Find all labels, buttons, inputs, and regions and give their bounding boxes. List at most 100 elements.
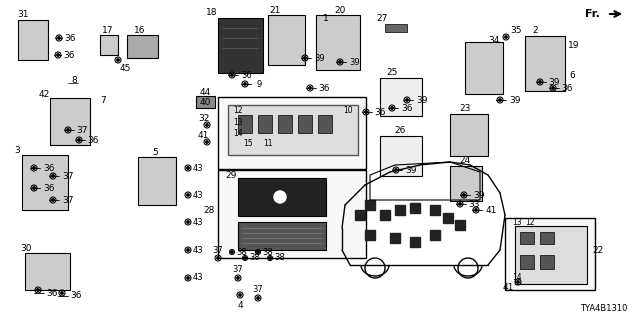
Bar <box>355 210 365 220</box>
Text: 45: 45 <box>119 63 131 73</box>
Text: 36: 36 <box>46 289 58 298</box>
Bar <box>318 115 332 133</box>
Text: 11: 11 <box>263 139 273 148</box>
Bar <box>238 222 326 250</box>
Text: 4: 4 <box>237 300 243 309</box>
Polygon shape <box>316 15 360 70</box>
Text: 35: 35 <box>510 26 522 35</box>
Text: 39: 39 <box>349 58 360 67</box>
Circle shape <box>67 129 69 131</box>
Polygon shape <box>25 253 70 290</box>
Text: 39: 39 <box>315 53 325 62</box>
Bar <box>450 114 488 156</box>
Polygon shape <box>196 96 215 108</box>
Text: 38: 38 <box>262 247 273 257</box>
Text: 36: 36 <box>70 292 82 300</box>
Polygon shape <box>228 105 358 155</box>
Circle shape <box>187 167 189 169</box>
Text: 5: 5 <box>152 148 158 156</box>
Polygon shape <box>268 15 305 65</box>
Circle shape <box>539 81 541 83</box>
Circle shape <box>475 209 477 211</box>
Text: 17: 17 <box>102 26 114 35</box>
Text: 37: 37 <box>232 266 243 275</box>
Text: TYA4B1310: TYA4B1310 <box>580 304 627 313</box>
Circle shape <box>244 257 246 259</box>
Circle shape <box>217 257 220 259</box>
Circle shape <box>187 194 189 196</box>
Text: 36: 36 <box>64 34 76 43</box>
Bar <box>385 24 407 32</box>
Bar <box>410 237 420 247</box>
Polygon shape <box>50 98 90 145</box>
Text: 38: 38 <box>250 253 260 262</box>
Text: 42: 42 <box>38 90 50 99</box>
Circle shape <box>57 54 60 56</box>
Circle shape <box>463 194 465 196</box>
Text: 30: 30 <box>20 244 31 252</box>
Text: 37: 37 <box>62 196 74 204</box>
Text: 43: 43 <box>193 218 204 227</box>
Text: 39: 39 <box>509 95 521 105</box>
Text: 9: 9 <box>257 79 262 89</box>
Bar <box>365 200 375 210</box>
Text: 36: 36 <box>561 84 573 92</box>
Circle shape <box>459 203 461 205</box>
Bar <box>395 205 405 215</box>
Bar <box>465 42 503 94</box>
Text: 37: 37 <box>62 172 74 180</box>
Circle shape <box>517 281 519 283</box>
Bar <box>380 78 422 116</box>
Circle shape <box>231 74 233 76</box>
Text: Fr.: Fr. <box>585 9 600 19</box>
Text: 13: 13 <box>233 117 243 126</box>
Polygon shape <box>22 155 68 210</box>
Circle shape <box>499 99 501 101</box>
Text: 41: 41 <box>485 205 497 214</box>
Bar <box>218 97 366 169</box>
Circle shape <box>391 107 393 109</box>
Text: 31: 31 <box>17 10 29 19</box>
Text: 34: 34 <box>488 36 500 44</box>
Text: 36: 36 <box>374 108 386 116</box>
Circle shape <box>33 187 35 189</box>
Text: 15: 15 <box>243 139 253 148</box>
Circle shape <box>206 141 208 143</box>
Text: 39: 39 <box>416 95 428 105</box>
Text: 10: 10 <box>343 106 353 115</box>
Bar <box>505 218 595 290</box>
Text: 16: 16 <box>134 26 146 35</box>
Polygon shape <box>18 20 48 60</box>
Text: 36: 36 <box>401 103 413 113</box>
Bar <box>520 232 534 244</box>
Circle shape <box>365 111 367 113</box>
Circle shape <box>206 124 208 126</box>
Bar <box>430 230 440 240</box>
Circle shape <box>257 251 259 253</box>
Circle shape <box>244 83 246 85</box>
Polygon shape <box>100 35 118 55</box>
Text: 22: 22 <box>593 245 604 254</box>
Text: 29: 29 <box>225 171 236 180</box>
Text: 8: 8 <box>71 76 77 84</box>
Circle shape <box>231 251 233 253</box>
Circle shape <box>309 87 311 89</box>
Text: 33: 33 <box>468 199 480 209</box>
Text: 1: 1 <box>323 13 329 22</box>
Circle shape <box>58 37 60 39</box>
Text: 12: 12 <box>525 218 535 227</box>
Text: 36: 36 <box>242 70 252 79</box>
Bar <box>450 166 482 201</box>
Bar <box>380 210 390 220</box>
Text: 14: 14 <box>512 274 522 283</box>
Text: 39: 39 <box>405 165 417 174</box>
Polygon shape <box>127 35 158 58</box>
Bar <box>258 115 272 133</box>
Text: 14: 14 <box>233 129 243 138</box>
Text: 39: 39 <box>473 190 484 199</box>
Text: 3: 3 <box>14 146 20 155</box>
Text: 26: 26 <box>394 125 406 134</box>
Text: 43: 43 <box>193 190 204 199</box>
Bar <box>540 232 554 244</box>
Text: 38: 38 <box>237 247 248 257</box>
